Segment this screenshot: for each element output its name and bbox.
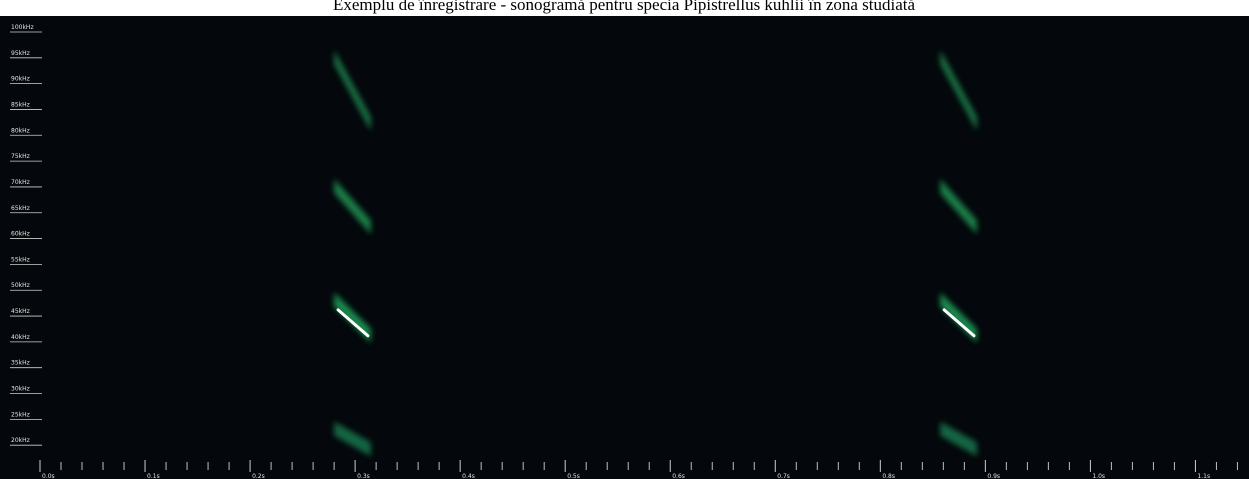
y-tick-label: 70kHz xyxy=(11,179,30,186)
y-tick-label: 40kHz xyxy=(11,334,30,341)
x-tick-label: 0.5s xyxy=(567,473,580,479)
x-tick-label: 0.4s xyxy=(462,473,475,479)
y-tick-label: 55kHz xyxy=(11,256,30,263)
x-tick-label: 0.1s xyxy=(147,473,160,479)
x-tick-label: 0.7s xyxy=(777,473,790,479)
y-tick-label: 100kHz xyxy=(11,24,34,31)
y-tick-label: 50kHz xyxy=(11,282,30,289)
y-tick-label: 65kHz xyxy=(11,205,30,212)
y-tick-label: 30kHz xyxy=(11,386,30,393)
x-tick-label: 1.0s xyxy=(1092,473,1105,479)
call-band xyxy=(940,49,977,131)
call-trace xyxy=(336,308,370,338)
x-tick-label: 1.1s xyxy=(1197,473,1210,479)
call-band xyxy=(940,421,977,457)
x-tick-label: 0.0s xyxy=(42,473,55,479)
x-tick-label: 0.8s xyxy=(882,473,895,479)
y-tick-label: 85kHz xyxy=(11,101,30,108)
y-tick-label: 60kHz xyxy=(11,231,30,238)
call-band xyxy=(334,178,371,235)
y-tick-label: 90kHz xyxy=(11,76,30,83)
x-tick-label: 0.6s xyxy=(672,473,685,479)
chart-title: Exemplu de înregistrare - sonogramă pent… xyxy=(333,0,916,14)
y-tick-label: 95kHz xyxy=(11,50,30,57)
call-trace xyxy=(942,308,976,338)
y-tick-label: 80kHz xyxy=(11,127,30,134)
call-band xyxy=(334,49,371,131)
y-tick-label: 35kHz xyxy=(11,360,30,367)
call-band xyxy=(334,421,371,457)
x-tick-label: 0.9s xyxy=(987,473,1000,479)
y-tick-label: 75kHz xyxy=(11,153,30,160)
x-tick-label: 0.2s xyxy=(252,473,265,479)
y-tick-label: 20kHz xyxy=(11,437,30,444)
y-tick-label: 45kHz xyxy=(11,308,30,315)
x-tick-label: 0.3s xyxy=(357,473,370,479)
y-tick-label: 25kHz xyxy=(11,411,30,418)
title-band xyxy=(0,0,1249,16)
call-band xyxy=(940,178,977,235)
